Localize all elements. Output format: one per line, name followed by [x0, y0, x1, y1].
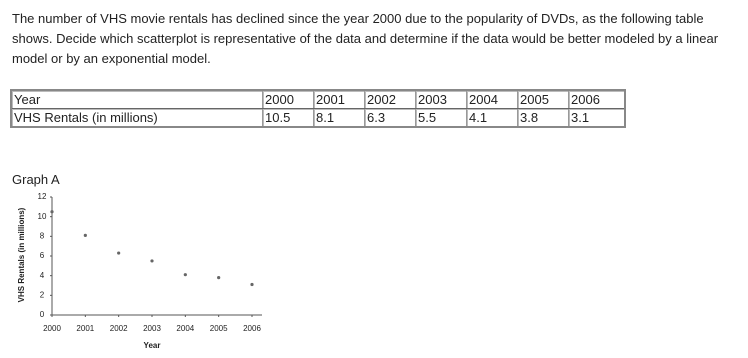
table-cell: 2002 [364, 89, 416, 109]
table-cell: 2001 [313, 89, 365, 109]
table-row: Year 2000 2001 2002 2003 2004 2005 2006 [10, 89, 626, 109]
y-axis-title: VHS Rentals (in millions) [17, 207, 26, 302]
y-tick-label: 4 [40, 271, 45, 280]
x-tick-label: 2004 [176, 324, 194, 333]
y-tick-label: 2 [40, 290, 45, 299]
x-tick-label: 2003 [143, 324, 161, 333]
x-axis-title: Year [144, 341, 161, 350]
y-tick-label: 0 [40, 310, 45, 319]
table-cell: 2000 [262, 89, 314, 109]
table-row: VHS Rentals (in millions) 10.5 8.1 6.3 5.5 4.… [10, 108, 626, 128]
x-tick-label: 2002 [110, 324, 128, 333]
table-cell: 2006 [568, 89, 626, 109]
table-cell: VHS Rentals (in millions) [10, 108, 263, 128]
data-point [183, 273, 187, 277]
table-cell: 3.1 [568, 108, 626, 128]
data-point [50, 210, 54, 214]
table-cell: 8.1 [313, 108, 365, 128]
data-table: Year 2000 2001 2002 2003 2004 2005 2006 VHS Rent… [10, 89, 626, 128]
graph-label: Graph A [12, 172, 60, 187]
y-tick-label: 12 [38, 192, 47, 201]
data-point [150, 259, 154, 263]
data-point [83, 233, 87, 237]
data-point [250, 282, 254, 287]
table-cell: 10.5 [262, 108, 314, 128]
table-cell: 5.5 [415, 108, 467, 128]
x-tick-label: 2005 [210, 324, 228, 333]
table-cell: 4.1 [466, 108, 518, 128]
table-cell: 3.8 [517, 108, 569, 128]
table-cell: 2005 [517, 89, 569, 109]
x-tick-label: 2000 [43, 324, 61, 333]
x-tick-label: 2006 [243, 324, 261, 333]
y-tick-label: 10 [38, 212, 47, 221]
y-tick-label: 6 [40, 251, 45, 260]
table-cell: 2003 [415, 89, 467, 109]
y-tick-label: 8 [40, 231, 45, 240]
data-point [217, 276, 221, 280]
x-tick-label: 2001 [76, 324, 94, 333]
chart: Year VHS Rentals (in millions) 0 2 4 6 8 10 12… [17, 192, 262, 350]
data-point [117, 251, 121, 255]
table-cell: 6.3 [364, 108, 416, 128]
table-cell: Year [10, 89, 263, 109]
table-cell: 2004 [466, 89, 518, 109]
question-text: The number of VHS movie rentals has decl… [12, 11, 719, 66]
